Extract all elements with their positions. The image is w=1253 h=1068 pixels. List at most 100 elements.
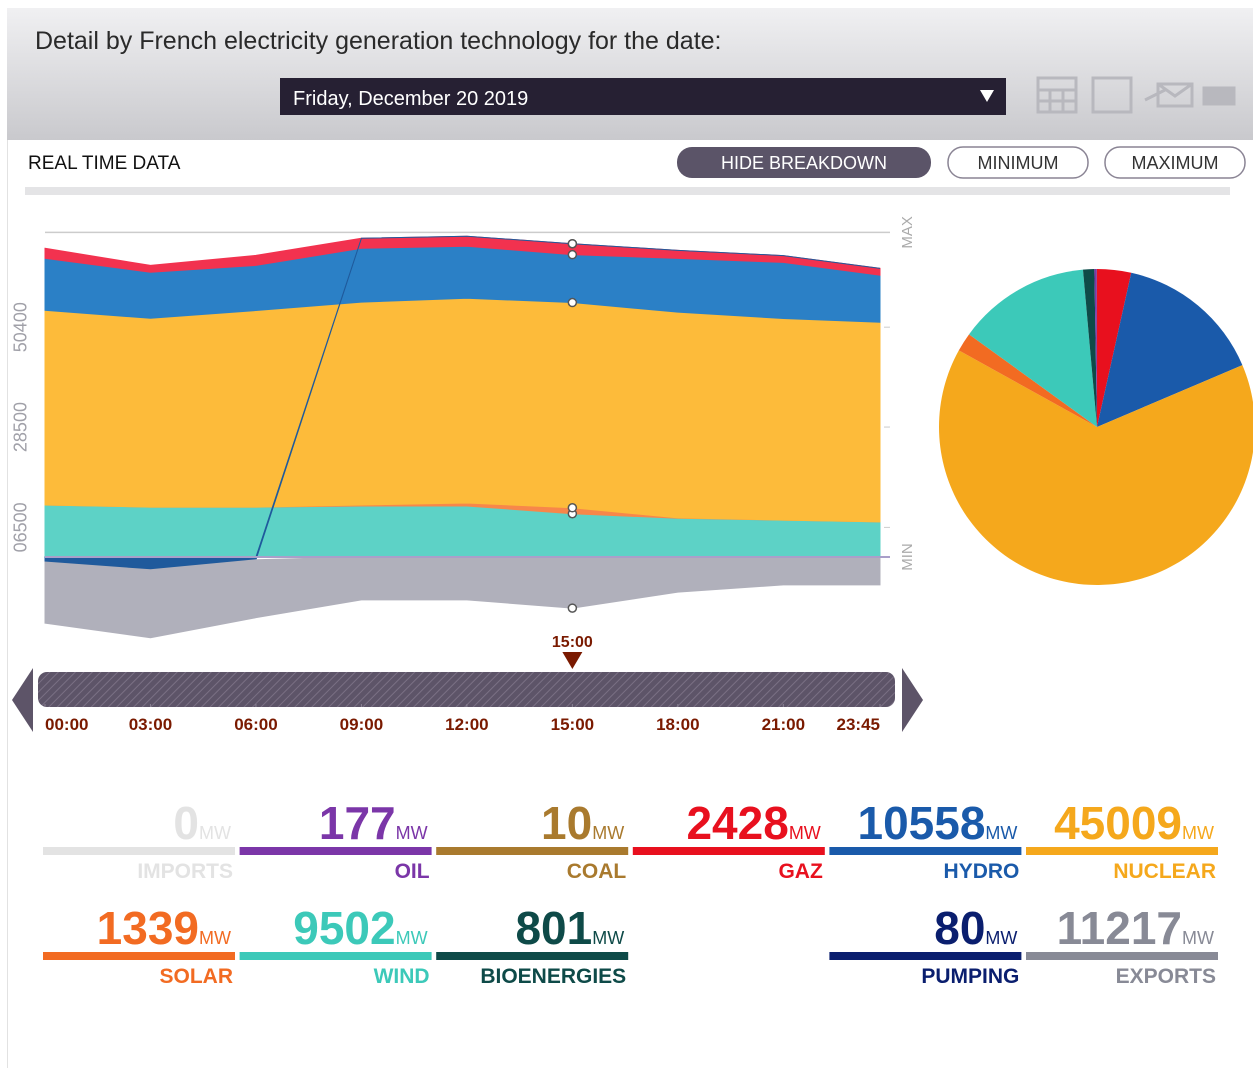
y-tick-label: 50400 [11,302,31,352]
tile-label: PUMPING [921,965,1019,988]
stat-tile: 45009MW NUCLEAR [1026,797,1218,883]
tile-bar [436,952,629,960]
header-bg [7,8,1253,140]
tile-label: NUCLEAR [1113,860,1216,883]
x-tick-label: 00:00 [45,715,88,734]
pie-slice [1082,269,1097,427]
minimum-button[interactable] [947,146,1089,179]
value-unit: MW [985,823,1017,843]
tile-value: 80MW [934,902,1017,954]
tile-label: HYDRO [944,860,1020,883]
cursor-pointer [562,652,583,669]
value-unit: MW [592,928,624,948]
stat-tile: 9502MW WIND [239,902,432,988]
time-slider[interactable] [38,672,895,707]
cursor-marker [567,297,578,308]
tile-bar [829,847,1022,855]
tile-bar [1026,952,1218,960]
pie-slice [1097,272,1243,427]
area-series [44,556,881,639]
slider-prev[interactable] [12,668,33,732]
stat-tile: 10MW COAL [436,797,629,883]
toolbar-icons [1036,76,1236,114]
tile-label: GAZ [778,860,823,883]
value-unit: MW [1182,823,1214,843]
tile-bar [1026,847,1218,855]
print-icon[interactable] [1202,86,1236,106]
tile-label: OIL [395,860,430,883]
area-series [44,297,881,523]
value-unit: MW [985,928,1017,948]
pie-slice [969,269,1097,427]
value-number: 10 [541,797,592,849]
cursor-marker [567,238,578,249]
x-tick-label: 06:00 [234,715,277,734]
value-unit: MW [789,823,821,843]
x-tick-label: 21:00 [762,715,805,734]
value-number: 177 [319,797,396,849]
stat-tile: 80MW PUMPING [829,902,1022,988]
tile-bar [239,847,432,855]
tile-label: WIND [374,965,430,988]
tile-value: 9502MW [293,902,427,954]
tile-bar [632,847,825,855]
tile-value: 10MW [541,797,624,849]
tile-label: IMPORTS [137,860,233,883]
tile-value: 10558MW [857,797,1017,849]
maximum-button[interactable] [1104,146,1246,179]
value-number: 9502 [293,902,395,954]
value-number: 80 [934,902,985,954]
stat-tile: 2428MW GAZ [632,797,825,883]
tile-label: COAL [567,860,627,883]
tile-value: 177MW [319,797,428,849]
hide-breakdown-button[interactable] [677,147,931,178]
value-unit: MW [396,823,428,843]
stat-tile: 11217MW EXPORTS [1026,902,1218,988]
pie-slice [958,334,1097,427]
value-unit: MW [1182,928,1214,948]
tile-bar [43,847,235,855]
tile-value: 0MW [173,797,231,849]
value-number: 1339 [97,902,199,954]
stat-tile: 177MW OIL [239,797,432,883]
calendar-icon[interactable] [1036,76,1078,114]
y-tick-label: 06500 [11,502,31,552]
tile-bar [43,952,235,960]
tile-value: 1339MW [97,902,231,954]
tile-value: 801MW [515,902,624,954]
slider-next[interactable] [902,668,923,732]
y-tick-label: 28500 [11,402,31,452]
value-number: 0 [173,797,199,849]
stat-tile: 10558MW HYDRO [829,797,1022,883]
date-dropdown[interactable] [280,78,1006,115]
pie-slice [939,350,1253,585]
cursor-label: 15:00 [552,634,593,651]
x-tick-label: 03:00 [129,715,172,734]
stat-tile: 801MW BIOENERGIES [436,902,629,988]
cursor-marker [567,503,578,513]
value-number: 11217 [1057,902,1182,954]
x-tick-label: 15:00 [551,715,594,734]
tile-bar [436,847,629,855]
stat-tile: 1339MW SOLAR [43,902,235,988]
pie-slice [1097,269,1132,427]
value-unit: MW [199,823,231,843]
tile-bar [829,952,1022,960]
dropdown-arrow [980,90,994,102]
tile-bar [239,952,432,960]
value-number: 2428 [686,797,788,849]
value-unit: MW [396,928,428,948]
header-title: Detail by French electricity generation … [35,27,722,55]
button-label: HIDE BREAKDOWN [721,153,887,173]
tile-label: EXPORTS [1116,965,1216,988]
mail-icon[interactable] [1144,82,1194,108]
tile-value: 45009MW [1054,797,1214,849]
min-label: MIN [899,543,916,571]
tile-value: 11217MW [1057,902,1214,954]
today-icon[interactable] [1091,76,1133,114]
value-unit: MW [592,823,624,843]
x-tick-label: 18:00 [656,715,699,734]
cursor-marker [567,603,578,613]
value-unit: MW [199,928,231,948]
